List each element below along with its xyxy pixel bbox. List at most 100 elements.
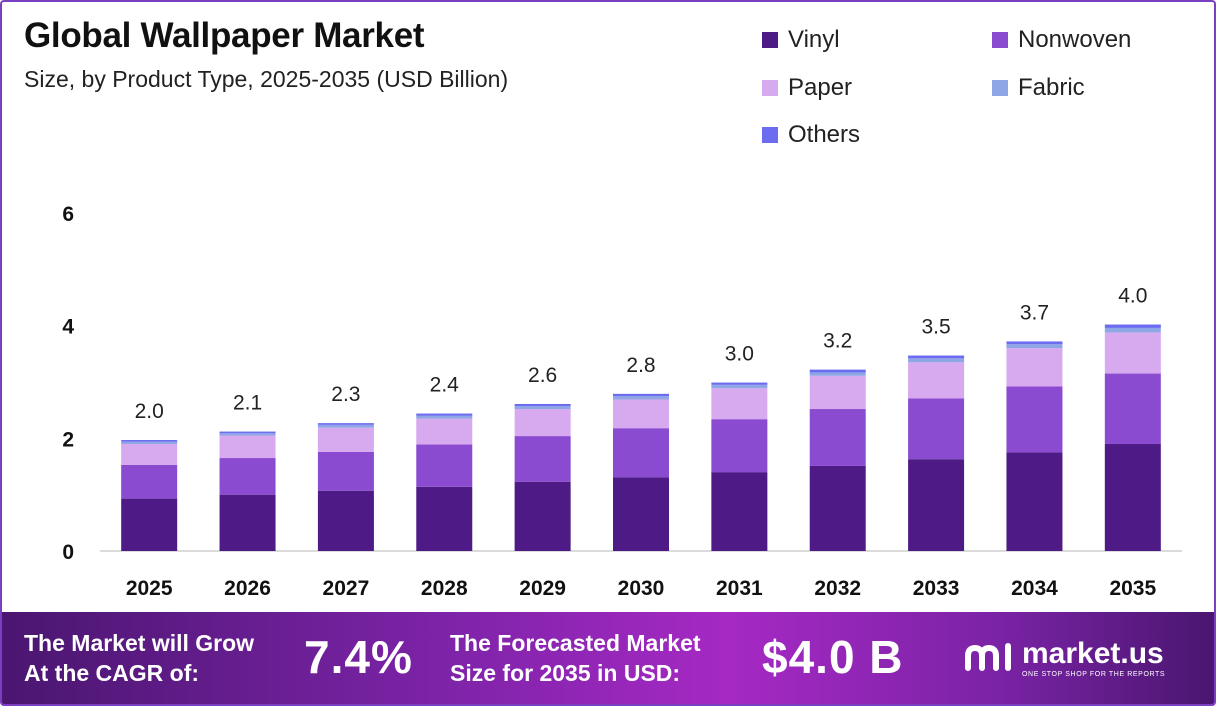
- legend-swatch-vinyl: [762, 32, 778, 48]
- bar-segment-others-2031: [711, 382, 768, 385]
- bar-segment-nonwoven-2028: [416, 444, 473, 487]
- brand-name: market.us: [1022, 636, 1164, 670]
- total-label-2025: 2.0: [135, 400, 164, 423]
- cagr-value: 7.4%: [304, 631, 413, 683]
- footer-banner: The Market will Grow At the CAGR of: 7.4…: [2, 612, 1214, 704]
- total-label-2026: 2.1: [233, 392, 262, 415]
- bar-segment-fabric-2028: [416, 415, 473, 419]
- x-tick-label-2028: 2028: [421, 577, 468, 600]
- bar-segment-vinyl-2028: [416, 486, 473, 551]
- total-label-2032: 3.2: [823, 330, 852, 353]
- x-tick-label-2026: 2026: [224, 577, 271, 600]
- bar-segment-vinyl-2025: [121, 498, 178, 551]
- legend-swatch-paper: [762, 80, 778, 96]
- bar-segment-others-2027: [317, 423, 374, 425]
- bar-segment-nonwoven-2030: [613, 428, 669, 478]
- bar-segment-nonwoven-2025: [121, 464, 178, 499]
- total-label-2031: 3.0: [725, 343, 754, 366]
- cagr-label: The Market will Grow At the CAGR of:: [24, 628, 254, 688]
- total-label-2034: 3.7: [1020, 301, 1049, 324]
- total-label-2033: 3.5: [921, 316, 950, 339]
- brand-logo: market.us ONE STOP SHOP FOR THE REPORTS: [964, 638, 1165, 678]
- legend-swatch-nonwoven: [992, 32, 1008, 48]
- bar-segment-others-2030: [613, 393, 669, 397]
- bar-segment-others-2028: [416, 413, 473, 416]
- total-label-2028: 2.4: [430, 374, 460, 397]
- bar-segment-paper-2028: [416, 418, 473, 445]
- x-tick-label-2031: 2031: [716, 577, 763, 600]
- bar-segment-paper-2029: [514, 409, 571, 437]
- y-tick-label: 0: [62, 541, 74, 564]
- bar-segment-others-2025: [121, 440, 178, 442]
- forecast-label-line2: Size for 2035 in USD:: [450, 660, 681, 686]
- bar-segment-vinyl-2032: [809, 465, 866, 551]
- bar-segment-fabric-2031: [711, 384, 768, 389]
- x-tick-label-2033: 2033: [913, 577, 960, 600]
- bar-segment-fabric-2033: [908, 358, 965, 363]
- cagr-label-line2: At the CAGR of:: [24, 660, 200, 686]
- brand-text: market.us ONE STOP SHOP FOR THE REPORTS: [1022, 636, 1166, 678]
- bar-segment-others-2032: [809, 369, 866, 373]
- forecast-label: The Forecasted Market Size for 2035 in U…: [450, 628, 701, 688]
- bar-segment-fabric-2027: [317, 424, 374, 428]
- bar-segment-paper-2033: [908, 362, 965, 399]
- bar-segment-paper-2031: [711, 388, 768, 420]
- legend-label-nonwoven: Nonwoven: [1018, 26, 1132, 53]
- total-label-2029: 2.6: [528, 364, 557, 387]
- x-tick-label-2030: 2030: [618, 577, 665, 600]
- legend-swatch-others: [762, 127, 778, 143]
- forecast-value: $4.0 B: [762, 631, 904, 683]
- bar-segment-paper-2025: [121, 443, 178, 465]
- legend-item-nonwoven: Nonwoven: [992, 26, 1131, 54]
- bar-segment-paper-2027: [317, 427, 374, 452]
- bar-segment-vinyl-2031: [711, 472, 768, 551]
- total-label-2027: 2.3: [331, 383, 360, 406]
- bar-segment-fabric-2030: [613, 396, 669, 400]
- bar-segment-nonwoven-2031: [711, 419, 768, 473]
- x-tick-label-2035: 2035: [1109, 577, 1156, 600]
- bar-segment-vinyl-2029: [514, 481, 571, 551]
- bar-segment-others-2034: [1006, 341, 1063, 345]
- bar-segment-paper-2034: [1006, 348, 1063, 387]
- bar-segment-fabric-2035: [1104, 327, 1161, 333]
- bar-segment-vinyl-2027: [317, 490, 374, 551]
- bar-segment-paper-2026: [219, 435, 276, 459]
- bar-segment-vinyl-2026: [219, 494, 276, 551]
- legend-item-paper: Paper: [762, 74, 852, 102]
- bar-segment-nonwoven-2035: [1104, 373, 1161, 444]
- y-tick-label: 4: [62, 316, 74, 339]
- bar-segment-paper-2030: [613, 399, 669, 429]
- bar-segment-vinyl-2035: [1104, 443, 1161, 551]
- legend-item-others: Others: [762, 121, 860, 149]
- bar-segment-fabric-2026: [219, 433, 276, 436]
- bar-segment-vinyl-2030: [613, 477, 669, 551]
- bar-segment-nonwoven-2032: [809, 409, 866, 466]
- bar-segment-others-2033: [908, 355, 965, 359]
- x-tick-label-2034: 2034: [1011, 577, 1058, 600]
- bar-segment-paper-2032: [809, 375, 866, 410]
- legend-label-others: Others: [788, 121, 861, 148]
- bar-segment-nonwoven-2033: [908, 398, 965, 460]
- x-tick-label-2032: 2032: [814, 577, 861, 600]
- legend: Vinyl Nonwoven Paper Fabric Others: [762, 24, 1202, 154]
- bar-segment-fabric-2029: [514, 406, 571, 410]
- total-label-2030: 2.8: [626, 354, 655, 377]
- bar-segment-nonwoven-2026: [219, 458, 276, 495]
- total-label-2035: 4.0: [1118, 285, 1147, 308]
- chart-subtitle: Size, by Product Type, 2025-2035 (USD Bi…: [24, 66, 509, 92]
- forecast-label-line1: The Forecasted Market: [450, 630, 701, 656]
- bar-segment-vinyl-2034: [1006, 452, 1063, 551]
- brand-tagline: ONE STOP SHOP FOR THE REPORTS: [1022, 670, 1166, 678]
- bar-segment-others-2035: [1104, 324, 1161, 328]
- bar-segment-vinyl-2033: [908, 459, 965, 551]
- x-tick-label-2025: 2025: [126, 577, 173, 600]
- bar-segment-nonwoven-2029: [514, 436, 571, 482]
- x-tick-label-2027: 2027: [323, 577, 370, 600]
- bar-segment-others-2026: [219, 431, 276, 434]
- legend-label-paper: Paper: [788, 74, 853, 101]
- bar-segment-fabric-2025: [121, 441, 178, 444]
- bar-segment-nonwoven-2034: [1006, 386, 1063, 453]
- market-us-logo-icon: [965, 643, 1011, 671]
- bar-segment-paper-2035: [1104, 332, 1161, 374]
